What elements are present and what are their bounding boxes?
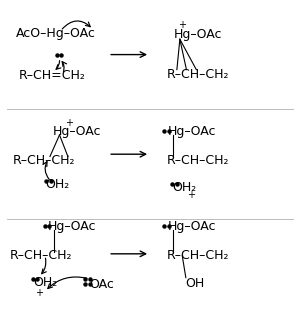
Text: R–CH–CH₂: R–CH–CH₂ xyxy=(167,154,229,167)
Text: Hg–OAc: Hg–OAc xyxy=(53,125,101,138)
Text: OAc: OAc xyxy=(89,278,114,291)
Text: Hg–OAc: Hg–OAc xyxy=(174,29,222,41)
Text: R–CH–CH₂: R–CH–CH₂ xyxy=(167,249,229,262)
Text: R–CH=CH₂: R–CH=CH₂ xyxy=(19,69,86,82)
Text: OH₂: OH₂ xyxy=(46,178,70,191)
Text: Hg–OAc: Hg–OAc xyxy=(167,125,216,137)
Text: OH₂: OH₂ xyxy=(173,181,197,194)
Text: Hg–OAc: Hg–OAc xyxy=(167,219,216,233)
Text: OH: OH xyxy=(185,277,205,290)
Text: AcO–Hg–OAc: AcO–Hg–OAc xyxy=(16,27,95,40)
Text: R–CH–CH₂: R–CH–CH₂ xyxy=(10,249,72,262)
Text: R–CH–CH₂: R–CH–CH₂ xyxy=(167,68,229,81)
Text: +: + xyxy=(178,20,186,30)
Text: R–CH–CH₂: R–CH–CH₂ xyxy=(13,154,75,167)
Text: OH₂: OH₂ xyxy=(34,276,58,289)
Text: Hg–OAc: Hg–OAc xyxy=(48,219,96,233)
Text: +: + xyxy=(65,118,73,128)
Text: +: + xyxy=(187,190,195,200)
Text: +: + xyxy=(35,288,43,298)
